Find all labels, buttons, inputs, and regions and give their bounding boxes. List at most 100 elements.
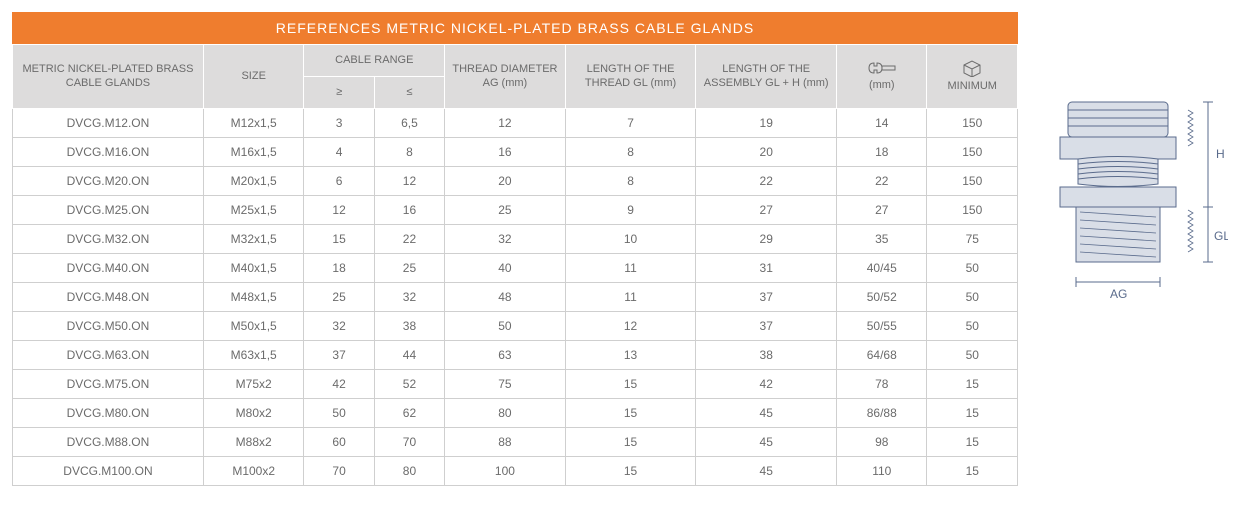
cell-ref: DVCG.M100.ON [13, 456, 204, 485]
cell-ref: DVCG.M40.ON [13, 253, 204, 282]
cell-wrench: 98 [837, 427, 927, 456]
cell-gl: 10 [565, 224, 696, 253]
cell-ref: DVCG.M75.ON [13, 369, 204, 398]
cell-ge: 15 [304, 224, 374, 253]
cell-gl: 15 [565, 369, 696, 398]
cell-gl: 9 [565, 195, 696, 224]
cell-size: M16x1,5 [203, 137, 304, 166]
cell-le: 25 [374, 253, 444, 282]
cell-le: 38 [374, 311, 444, 340]
cell-size: M100x2 [203, 456, 304, 485]
col-glh: LENGTH OF THE ASSEMBLY GL + H (mm) [696, 45, 837, 109]
cell-wrench: 50/52 [837, 282, 927, 311]
cell-min: 15 [927, 398, 1018, 427]
cell-ag: 80 [445, 398, 566, 427]
cell-min: 50 [927, 311, 1018, 340]
cell-ge: 37 [304, 340, 374, 369]
table-row: DVCG.M63.ONM63x1,5374463133864/6850 [13, 340, 1018, 369]
cell-le: 52 [374, 369, 444, 398]
cell-min: 150 [927, 166, 1018, 195]
table-container: REFERENCES METRIC NICKEL-PLATED BRASS CA… [12, 12, 1018, 486]
cell-le: 8 [374, 137, 444, 166]
cell-ag: 88 [445, 427, 566, 456]
cell-ref: DVCG.M20.ON [13, 166, 204, 195]
dim-gl-label: GL [1214, 229, 1228, 243]
cell-wrench: 27 [837, 195, 927, 224]
cell-gl: 11 [565, 282, 696, 311]
cell-ag: 40 [445, 253, 566, 282]
cell-le: 80 [374, 456, 444, 485]
col-range-group: CABLE RANGE [304, 45, 445, 77]
table-row: DVCG.M80.ONM80x2506280154586/8815 [13, 398, 1018, 427]
cell-ge: 25 [304, 282, 374, 311]
table-row: DVCG.M48.ONM48x1,5253248113750/5250 [13, 282, 1018, 311]
cell-gl: 8 [565, 137, 696, 166]
cell-size: M32x1,5 [203, 224, 304, 253]
cell-size: M75x2 [203, 369, 304, 398]
cell-ge: 18 [304, 253, 374, 282]
col-size: SIZE [203, 45, 304, 109]
cell-ge: 3 [304, 108, 374, 137]
cell-ref: DVCG.M80.ON [13, 398, 204, 427]
table-body: DVCG.M12.ONM12x1,536,51271914150DVCG.M16… [13, 108, 1018, 485]
cell-size: M80x2 [203, 398, 304, 427]
col-range-ge: ≥ [304, 76, 374, 108]
cell-min: 15 [927, 456, 1018, 485]
table-head: METRIC NICKEL-PLATED BRASS CABLE GLANDS … [13, 45, 1018, 109]
cell-glh: 45 [696, 427, 837, 456]
cell-size: M40x1,5 [203, 253, 304, 282]
cell-ref: DVCG.M16.ON [13, 137, 204, 166]
cell-ag: 12 [445, 108, 566, 137]
cell-size: M20x1,5 [203, 166, 304, 195]
cell-ge: 32 [304, 311, 374, 340]
cell-gl: 11 [565, 253, 696, 282]
cell-wrench: 40/45 [837, 253, 927, 282]
table-row: DVCG.M75.ONM75x242527515427815 [13, 369, 1018, 398]
cell-gl: 15 [565, 398, 696, 427]
cell-ref: DVCG.M12.ON [13, 108, 204, 137]
table-row: DVCG.M20.ONM20x1,56122082222150 [13, 166, 1018, 195]
cell-le: 22 [374, 224, 444, 253]
cell-ge: 12 [304, 195, 374, 224]
cell-ge: 4 [304, 137, 374, 166]
cell-ge: 42 [304, 369, 374, 398]
cell-le: 6,5 [374, 108, 444, 137]
cell-ag: 100 [445, 456, 566, 485]
dim-ag-label: AG [1110, 287, 1127, 301]
cell-glh: 29 [696, 224, 837, 253]
table-row: DVCG.M40.ONM40x1,5182540113140/4550 [13, 253, 1018, 282]
cell-glh: 37 [696, 282, 837, 311]
cell-ref: DVCG.M63.ON [13, 340, 204, 369]
cell-ge: 50 [304, 398, 374, 427]
table-row: DVCG.M50.ONM50x1,5323850123750/5550 [13, 311, 1018, 340]
cell-le: 44 [374, 340, 444, 369]
cell-size: M48x1,5 [203, 282, 304, 311]
cell-wrench: 50/55 [837, 311, 927, 340]
cell-glh: 22 [696, 166, 837, 195]
cell-min: 15 [927, 427, 1018, 456]
cell-wrench: 110 [837, 456, 927, 485]
cell-ge: 70 [304, 456, 374, 485]
col-min: MINIMUM [927, 45, 1018, 109]
specs-table: METRIC NICKEL-PLATED BRASS CABLE GLANDS … [12, 44, 1018, 486]
cell-min: 150 [927, 195, 1018, 224]
cell-ag: 25 [445, 195, 566, 224]
cell-min: 50 [927, 253, 1018, 282]
cell-min: 75 [927, 224, 1018, 253]
wrench-icon [867, 60, 897, 76]
cell-le: 70 [374, 427, 444, 456]
cell-wrench: 14 [837, 108, 927, 137]
cell-wrench: 22 [837, 166, 927, 195]
cell-gl: 13 [565, 340, 696, 369]
cell-min: 50 [927, 340, 1018, 369]
col-ag: THREAD DIAMETER AG (mm) [445, 45, 566, 109]
table-row: DVCG.M12.ONM12x1,536,51271914150 [13, 108, 1018, 137]
cell-ref: DVCG.M88.ON [13, 427, 204, 456]
cell-min: 150 [927, 137, 1018, 166]
cable-gland-diagram: H GL AG [1038, 92, 1228, 327]
cell-ref: DVCG.M25.ON [13, 195, 204, 224]
cell-ref: DVCG.M50.ON [13, 311, 204, 340]
col-ref: METRIC NICKEL-PLATED BRASS CABLE GLANDS [13, 45, 204, 109]
cell-le: 32 [374, 282, 444, 311]
cell-glh: 45 [696, 398, 837, 427]
